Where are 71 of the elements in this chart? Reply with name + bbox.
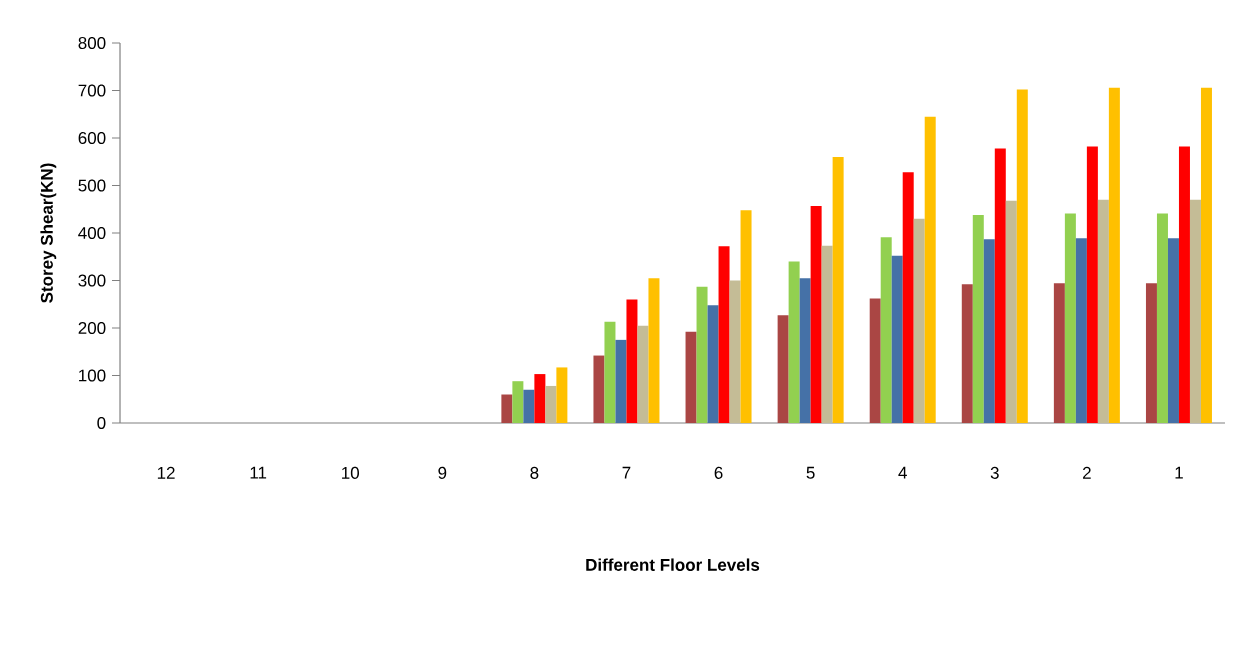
y-tick-label: 200 (78, 321, 106, 335)
bar (1145, 283, 1157, 423)
bar (740, 210, 752, 423)
bar (685, 331, 697, 423)
bar (501, 394, 513, 423)
y-tick-label: 800 (78, 36, 106, 50)
bar (880, 237, 892, 423)
bar (718, 246, 730, 423)
bar (512, 381, 524, 423)
bar (593, 355, 605, 423)
x-tick-label: 5 (806, 466, 815, 479)
bar (1016, 89, 1028, 423)
x-tick-label: 7 (622, 466, 631, 479)
bar (1108, 87, 1120, 423)
x-axis-title: Different Floor Levels (586, 558, 760, 571)
y-tick-label: 400 (78, 226, 106, 240)
bar (604, 321, 616, 423)
bar (534, 374, 546, 423)
y-tick-label: 0 (97, 416, 106, 430)
bar (707, 305, 719, 423)
bar (729, 280, 741, 423)
bar (637, 325, 649, 423)
bar (983, 239, 995, 423)
y-tick-label: 100 (79, 369, 106, 382)
bar (821, 245, 833, 423)
bar (1156, 213, 1168, 423)
bar (626, 299, 638, 423)
bar (994, 148, 1006, 423)
x-tick-label: 9 (438, 466, 447, 479)
bar (615, 339, 627, 423)
bar (1097, 199, 1109, 423)
bar (1178, 146, 1190, 423)
bar (832, 157, 844, 423)
bar (648, 278, 660, 423)
bar (788, 261, 800, 423)
bar (972, 214, 984, 423)
bar (924, 116, 936, 423)
x-tick-label: 12 (157, 466, 175, 479)
bar (1167, 238, 1179, 423)
bar (913, 218, 925, 423)
y-axis-title: Storey Shear(KN) (40, 163, 57, 303)
bar (902, 172, 914, 423)
y-tick-label: 500 (78, 179, 106, 192)
x-tick-label: 1 (1175, 466, 1183, 479)
bar (891, 255, 903, 423)
bar (810, 205, 822, 423)
x-tick-label: 4 (898, 466, 907, 479)
bar (1189, 199, 1201, 423)
bar (777, 315, 789, 423)
x-tick-label: 6 (714, 466, 723, 479)
bar (1064, 213, 1076, 423)
y-tick-label: 700 (78, 84, 106, 97)
y-tick-label: 600 (78, 131, 106, 145)
bar (869, 298, 881, 423)
y-tick-label: 300 (78, 274, 106, 287)
bar (961, 284, 973, 423)
bar (1086, 146, 1098, 423)
bar (523, 389, 535, 423)
bar (1005, 200, 1017, 423)
bar (556, 367, 568, 423)
bar (799, 278, 811, 423)
x-tick-label: 8 (530, 466, 539, 479)
bar (1075, 238, 1087, 423)
bar (1053, 283, 1065, 423)
x-tick-label: 2 (1083, 466, 1091, 479)
bar (545, 385, 557, 423)
bar (1200, 87, 1212, 423)
x-tick-label: 10 (342, 466, 360, 479)
x-tick-label: 11 (250, 466, 267, 479)
x-tick-label: 3 (990, 466, 999, 479)
bar (696, 286, 708, 423)
